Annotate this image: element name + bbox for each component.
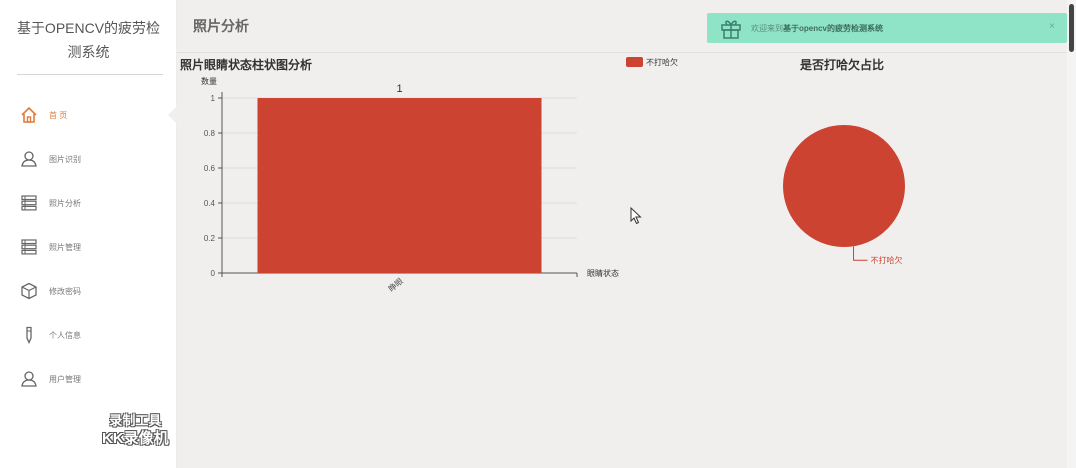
sidebar-item-photo-management[interactable]: 照片管理 [0, 225, 177, 269]
sidebar-item-home[interactable]: 首 页 [0, 93, 178, 137]
alert-prefix: 欢迎来到 [751, 23, 783, 33]
alert-system-name: 基于opencv的疲劳检测系统 [783, 23, 884, 33]
y-tick-label: 0.6 [204, 164, 216, 173]
bar-chart-title: 照片眼睛状态柱状图分析 [180, 58, 313, 72]
page-header: 照片分析 [177, 6, 1067, 50]
scrollbar[interactable] [1067, 0, 1076, 468]
user-icon [20, 150, 38, 168]
sidebar-item-image-recognition[interactable]: 图片识别 [0, 137, 177, 181]
x-axis-label: 眼睛状态 [587, 268, 619, 278]
sidebar-item-label: 照片分析 [49, 198, 81, 208]
close-icon[interactable]: × [1049, 21, 1055, 32]
sidebar-item-label: 个人信息 [49, 330, 81, 340]
main-content: 照片分析 欢迎来到基于opencv的疲劳检测系统 × 照片眼睛状态柱状图分析 是… [177, 0, 1067, 468]
alert-message: 欢迎来到基于opencv的疲劳检测系统 [751, 23, 883, 34]
sidebar-item-label: 修改密码 [49, 286, 81, 296]
y-tick-label: 0.8 [204, 129, 216, 138]
sidebar-item-label: 首 页 [49, 110, 68, 120]
x-tick-label: 睁眼 [386, 276, 405, 294]
sidebar-item-change-password[interactable]: 修改密码 [0, 269, 177, 313]
pie-chart: 不打哈欠 [783, 125, 905, 265]
pie-chart-title: 是否打哈欠占比 [800, 58, 885, 72]
y-tick-label: 1 [211, 94, 216, 103]
pie-slice [783, 125, 905, 247]
legend: 不打哈欠 [626, 57, 678, 67]
cube-icon [20, 282, 38, 300]
sidebar-divider [17, 74, 163, 75]
app-title: 基于OPENCV的疲劳检测系统 [16, 20, 161, 60]
sidebar-nav: 首 页 图片识别 照片分析 照片管理 修改密码 [0, 93, 178, 401]
header-divider [177, 52, 1067, 53]
welcome-alert: 欢迎来到基于opencv的疲劳检测系统 × [707, 13, 1067, 43]
sidebar-item-label: 用户管理 [49, 374, 81, 384]
bar [257, 98, 542, 273]
legend-swatch [626, 57, 643, 67]
y-tick-label: 0.2 [204, 234, 216, 243]
y-tick-label: 0.4 [204, 199, 216, 208]
pie-slice-label: 不打哈欠 [871, 255, 903, 265]
scrollbar-thumb[interactable] [1069, 4, 1074, 52]
sidebar: 基于OPENCV的疲劳检测系统 首 页 图片识别 照片分析 照片管理 [0, 0, 178, 468]
sidebar-item-photo-analysis[interactable]: 照片分析 [0, 181, 177, 225]
sidebar-item-personal-info[interactable]: 个人信息 [0, 313, 177, 357]
list-icon [20, 238, 38, 256]
pen-icon [20, 326, 38, 344]
sidebar-item-label: 照片管理 [49, 242, 81, 252]
data-label: 1 [396, 83, 402, 95]
recorder-watermark: 录制工具 KK录像机 [102, 412, 169, 448]
home-icon [20, 106, 38, 124]
gift-icon [719, 16, 743, 40]
watermark-line1: 录制工具 [109, 413, 162, 428]
user-icon [20, 370, 38, 388]
sidebar-item-label: 图片识别 [49, 154, 81, 164]
list-icon [20, 194, 38, 212]
pie-leader-line [853, 246, 868, 261]
y-tick-label: 0 [211, 269, 216, 278]
mouse-cursor-icon [630, 207, 642, 225]
y-axis-label: 数量 [201, 76, 217, 86]
watermark-line2: KK录像机 [102, 430, 169, 447]
legend-label: 不打哈欠 [646, 57, 678, 67]
page-title: 照片分析 [193, 18, 249, 34]
sidebar-item-user-management[interactable]: 用户管理 [0, 357, 177, 401]
